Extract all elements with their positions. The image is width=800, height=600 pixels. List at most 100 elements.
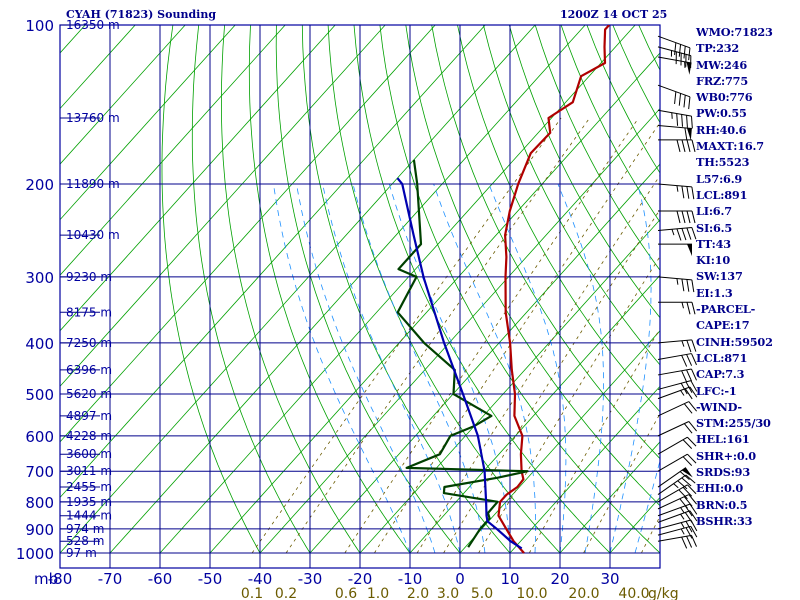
index-item: HEL:161 [696, 432, 750, 447]
mixing-ratio-unit: g/kg [648, 586, 679, 600]
dry-adiabat-line [483, 25, 660, 366]
height-label: 5620 m [66, 387, 112, 401]
mixing-ratio-label: 40.0 [618, 586, 649, 600]
wind-barb [657, 183, 695, 200]
pressure-tick-label: 500 [25, 386, 54, 404]
wind-barb [658, 139, 696, 152]
wind-barb [657, 474, 696, 495]
dry-adiabat-line [301, 25, 511, 554]
dry-adiabat-line [327, 25, 561, 554]
dry-adiabat-line [508, 25, 660, 319]
wind-barb [657, 494, 697, 510]
isotherm-line [259, 107, 660, 554]
isotherm-line [509, 385, 660, 554]
wind-barb [657, 484, 697, 503]
mixing-ratio-label: 2.0 [407, 586, 429, 600]
dry-adiabat-line [379, 25, 660, 554]
temperature-tick-label: -60 [148, 570, 173, 588]
dry-adiabat-line [457, 25, 660, 413]
isotherm-line [60, 25, 536, 554]
chart-title: CYAH (71823) Sounding [66, 8, 217, 21]
index-item: EI:1.3 [696, 285, 733, 300]
pressure-gridlines [59, 24, 661, 569]
height-label: 974 m [66, 522, 104, 536]
dry-adiabat-line [275, 25, 461, 554]
index-item: MW:246 [696, 57, 747, 72]
dry-adiabat-line [161, 25, 261, 554]
height-label: 6396 m [66, 363, 112, 377]
isotherm-line [60, 25, 486, 499]
dry-adiabat-line [220, 25, 361, 554]
index-item: SRDS:93 [696, 465, 750, 480]
pressure-axis-unit: mb [34, 570, 58, 588]
temperature-tick-label: -50 [198, 570, 223, 588]
parcel-trace [396, 177, 523, 550]
dry-adiabat-line [248, 25, 411, 554]
mixing-ratio-label: 1.0 [367, 586, 389, 600]
pressure-tick-label: 300 [25, 269, 54, 287]
index-item: KI:10 [696, 253, 730, 268]
mixing-ratio-line [251, 117, 562, 554]
mixing-ratio-label: 0.6 [335, 586, 357, 600]
isotherm-line [209, 52, 660, 554]
temperature-tick-label: -10 [398, 570, 423, 588]
mixing-ratio-label: 20.0 [568, 586, 599, 600]
index-item: SI:6.5 [696, 220, 733, 235]
mixing-ratio-line [443, 208, 660, 554]
height-label: 7250 m [66, 336, 112, 350]
index-item: WB0:776 [696, 90, 753, 105]
height-label: 1444 m [66, 509, 112, 523]
height-label: 3600 m [66, 447, 112, 461]
index-item: TH:5523 [696, 155, 750, 170]
dry-adiabat-line [431, 25, 660, 460]
wind-barb [657, 401, 697, 417]
plot-frame [59, 24, 661, 569]
height-label: 4897 m [66, 409, 112, 423]
mixing-ratio-label: 0.1 [241, 586, 263, 600]
height-label: 3011 m [66, 464, 112, 478]
dewpoint-trace [396, 159, 529, 548]
height-label: 1935 m [66, 495, 112, 509]
index-item: BRN:0.5 [696, 497, 748, 512]
index-item: TT:43 [696, 236, 731, 251]
pressure-tick-label: 800 [25, 494, 54, 512]
moist-adiabat-line [433, 183, 536, 553]
mixing-ratio-line [344, 117, 639, 554]
index-item: LCL:871 [696, 350, 748, 365]
index-item: WMO:71823 [696, 25, 773, 39]
height-label: 528 m [66, 534, 104, 548]
moist-adiabat-line [488, 183, 567, 554]
wind-barb [657, 525, 698, 539]
height-label: 11890 m [66, 177, 120, 191]
temperature-tick-label: 30 [600, 570, 619, 588]
isotherm-line [409, 274, 660, 554]
moist-adiabat-line [388, 183, 511, 554]
temperature-tick-label: -40 [248, 570, 273, 588]
index-item: CAPE:17 [696, 318, 750, 333]
wind-barb [658, 210, 696, 224]
mixing-ratio-line [416, 174, 660, 554]
wind-barb [657, 421, 697, 437]
pressure-tick-label: 200 [25, 176, 54, 194]
wind-barb [658, 301, 696, 315]
mixing-ratio-line [478, 255, 660, 554]
index-item: RH:40.6 [696, 122, 747, 137]
temperature-tick-label: 20 [550, 570, 569, 588]
isotherm-line [60, 25, 386, 387]
wind-barb [657, 124, 692, 141]
wind-barb [657, 353, 697, 367]
pressure-tick-label: 1000 [16, 545, 54, 563]
moist-adiabat-line [609, 183, 652, 554]
index-item: FRZ:775 [696, 73, 749, 88]
index-item: LCL:891 [696, 187, 748, 202]
dry-adiabat-line [405, 25, 660, 507]
height-label: 2455 m [66, 480, 112, 494]
pressure-tick-label: 100 [25, 17, 54, 35]
wind-barb [657, 453, 697, 472]
height-label: 16350 m [66, 18, 120, 32]
isotherm-line [60, 25, 436, 443]
wind-barbs [657, 35, 698, 549]
wind-barb [657, 227, 697, 241]
wind-barb [657, 467, 693, 488]
